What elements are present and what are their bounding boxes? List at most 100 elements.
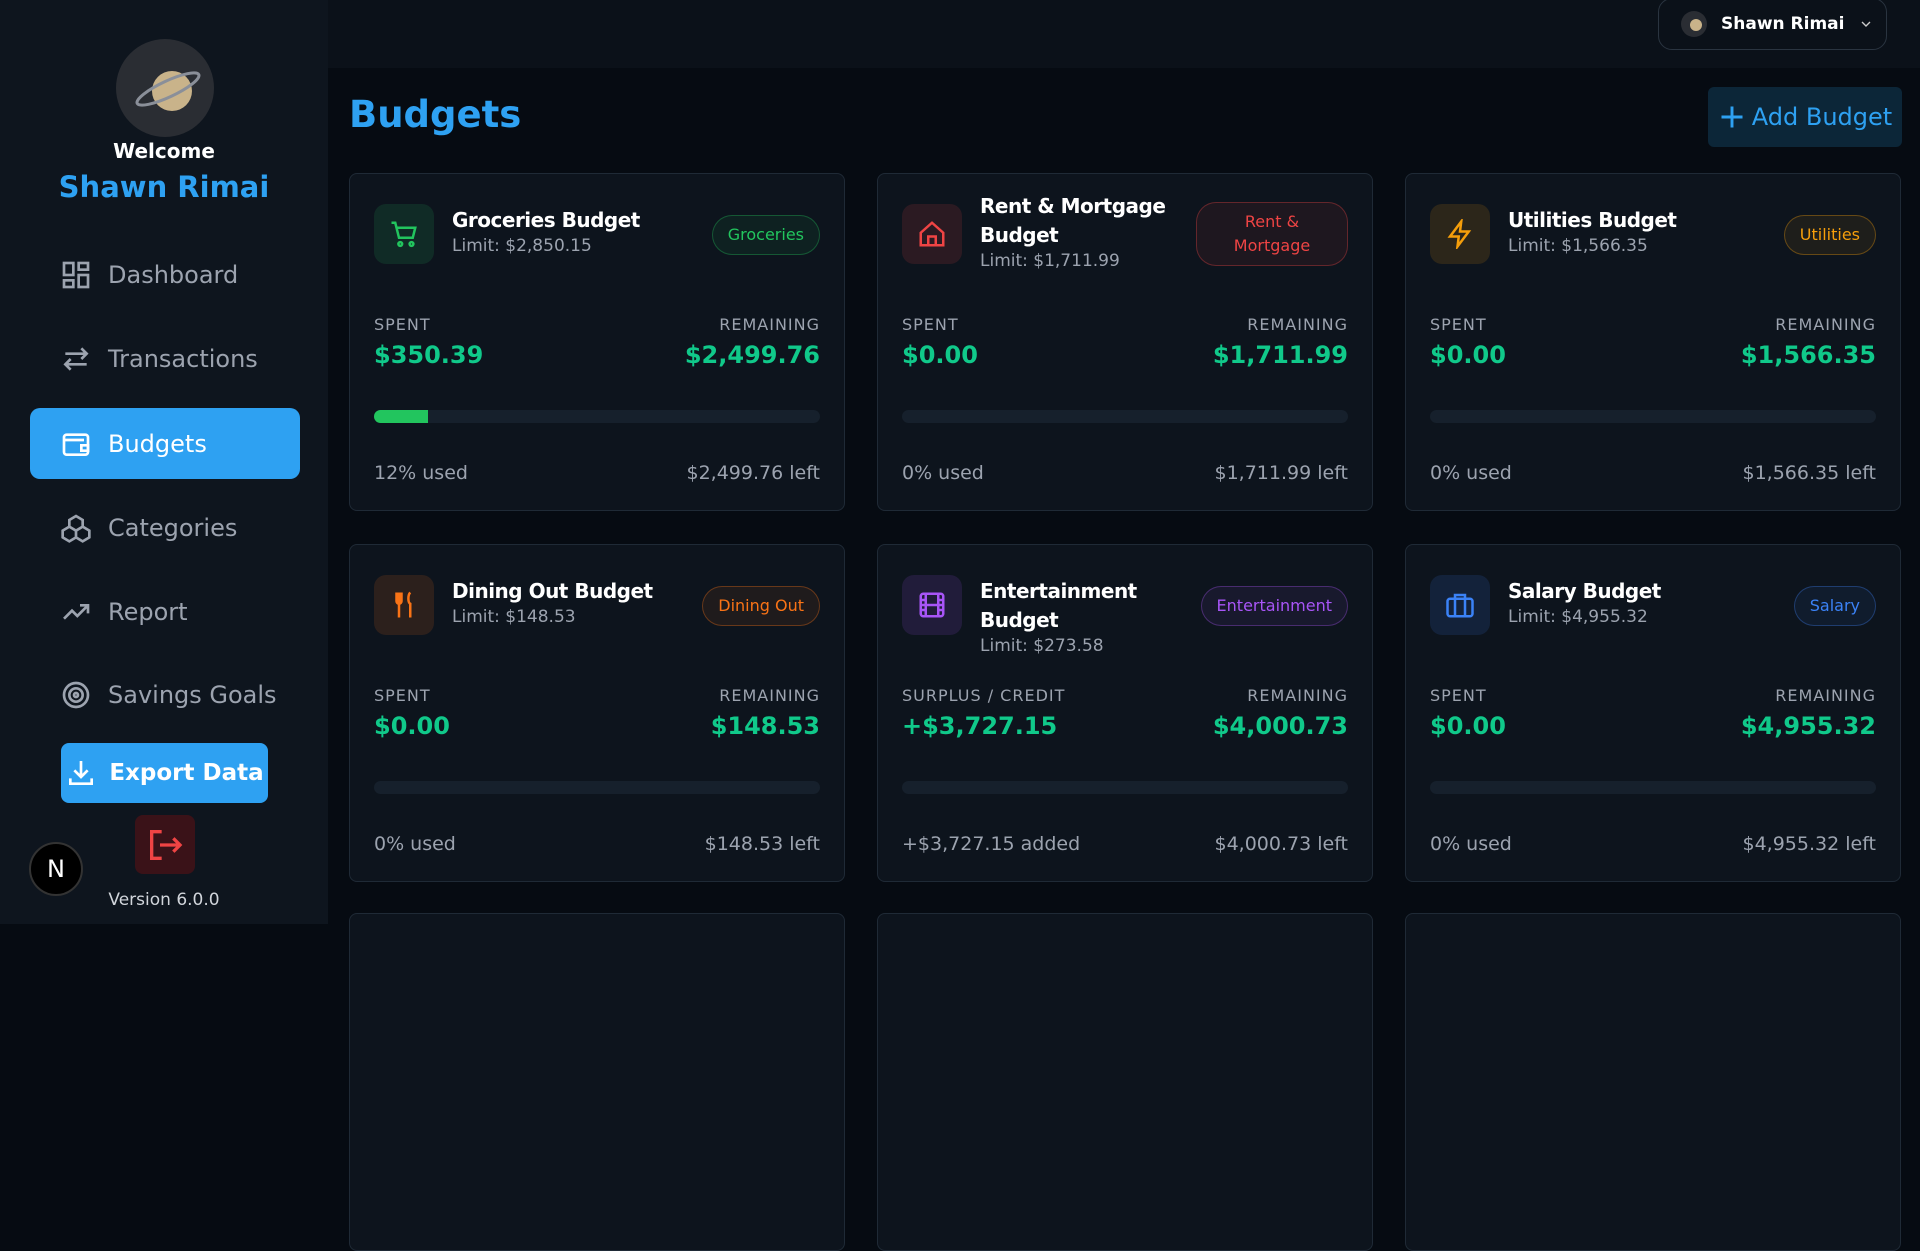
progress-track [1430,410,1876,423]
nav-item[interactable]: Savings Goals [30,659,300,730]
spent-value: $0.00 [1430,712,1506,740]
page-title: Budgets [349,93,522,136]
progress-track [1430,781,1876,794]
used-text: 0% used [374,833,456,855]
budget-name: Entertainment Budget [980,579,1137,632]
add-budget-button[interactable]: Add Budget [1708,87,1902,147]
budget-title: Utilities Budget Limit: $1,566.35 [1508,206,1718,257]
export-button[interactable]: Export Data [61,743,268,803]
spent-label: SURPLUS / CREDIT [902,686,1066,705]
spent-label: SPENT [1430,686,1487,705]
user-menu[interactable]: Shawn Rimai [1658,0,1887,50]
category-icon [374,575,434,635]
remaining-label: REMAINING [1775,686,1876,705]
progress-track [902,781,1348,794]
budget-limit: Limit: $1,711.99 [980,251,1120,271]
left-text: $4,000.73 left [1214,833,1348,855]
category-icon [374,204,434,264]
spent-label: SPENT [902,315,959,334]
spent-label: SPENT [374,315,431,334]
budget-title: Dining Out Budget Limit: $148.53 [452,577,662,628]
budget-limit: Limit: $148.53 [452,607,576,627]
category-badge: Entertainment [1200,586,1348,626]
budget-card: Salary Budget Limit: $4,955.32 Salary SPENT… [1405,544,1901,882]
budget-title: Rent & Mortgage Budget Limit: $1,711.99 [980,192,1190,272]
version: Version 6.0.0 [108,890,220,910]
budget-card: Dining Out Budget Limit: $148.53 Dining Ou… [349,544,845,882]
topbar: Shawn Rimai [328,0,1920,68]
nav-icon [62,681,90,708]
spent-label: SPENT [374,686,431,705]
remaining-value: $4,000.73 [1212,712,1348,740]
remaining-label: REMAINING [719,686,820,705]
nav-label: Savings Goals [108,680,277,709]
logout-button[interactable] [135,815,195,874]
nav-item[interactable]: Report [30,576,300,647]
progress-track [374,781,820,794]
nav-item[interactable]: Budgets [30,408,300,479]
nav-item[interactable]: Transactions [30,323,300,394]
category-badge: Groceries [711,215,820,255]
user-menu-name: Shawn Rimai [1721,14,1845,34]
spent-value: $350.39 [374,341,484,369]
nav-label: Report [108,597,188,626]
budget-limit: Limit: $2,850.15 [452,236,592,256]
budget-title: Entertainment Budget Limit: $273.58 [980,577,1190,657]
welcome: Welcome [113,139,215,163]
progress-fill [374,410,428,423]
left-text: $4,955.32 left [1742,833,1876,855]
remaining-value: $1,566.35 [1740,341,1876,369]
category-badge: Salary [1793,586,1876,626]
category-icon [902,204,962,264]
used-text: 0% used [902,462,984,484]
budget-card: Rent & Mortgage Budget Limit: $1,711.99 Re… [877,173,1373,511]
remaining-label: REMAINING [1775,315,1876,334]
nav-icon [63,603,90,620]
used-text: 12% used [374,462,468,484]
category-icon [1430,575,1490,635]
category-badge: Dining Out [702,586,820,626]
dev-badge[interactable]: N [29,842,83,896]
nav-item[interactable]: Dashboard [30,239,300,310]
category-icon [902,575,962,635]
nav-label: Transactions [108,344,258,373]
budget-title: Groceries Budget Limit: $2,850.15 [452,206,662,257]
budget-card: Entertainment Budget Limit: $273.58 Entert… [877,544,1373,882]
used-text: +$3,727.15 added [902,833,1081,855]
remaining-value: $148.53 [710,712,820,740]
budget-name: Rent & Mortgage Budget [980,194,1166,247]
budget-name: Salary Budget [1508,579,1661,603]
nav-label: Budgets [108,429,207,458]
spent-value: $0.00 [374,712,450,740]
nav-label: Dashboard [108,260,239,289]
spent-value: $0.00 [902,341,978,369]
left-text: $1,566.35 left [1742,462,1876,484]
used-text: 0% used [1430,833,1512,855]
budget-limit: Limit: $273.58 [980,636,1104,656]
nav-icon [62,261,90,288]
progress-track [902,410,1348,423]
category-icon [1430,204,1490,264]
budget-card: Utilities Budget Limit: $1,566.35 Utilitie… [1405,173,1901,511]
spent-value: +$3,727.15 [902,712,1058,740]
budget-limit: Limit: $1,566.35 [1508,236,1648,256]
budget-limit: Limit: $4,955.32 [1508,607,1648,627]
remaining-value: $1,711.99 [1212,341,1348,369]
budget-name: Utilities Budget [1508,208,1677,232]
remaining-value: $4,955.32 [1740,712,1876,740]
remaining-value: $2,499.76 [684,341,820,369]
remaining-label: REMAINING [1247,315,1348,334]
category-badge: Rent & Mortgage [1196,202,1348,266]
nav-item[interactable]: Categories [30,492,300,563]
sidebar: Welcome Shawn Rimai Dashboard Transaction… [0,0,328,924]
export-label: Export Data [109,760,264,786]
left-text: $148.53 left [704,833,820,855]
card-edge [1405,913,1901,1251]
nav-icon [63,346,89,371]
budget-card: Groceries Budget Limit: $2,850.15 Grocerie… [349,173,845,511]
nav-label: Categories [108,513,238,542]
budget-title: Salary Budget Limit: $4,955.32 [1508,577,1718,628]
user-name: Shawn Rimai [58,170,270,204]
add-budget-label: Add Budget [1751,103,1893,131]
